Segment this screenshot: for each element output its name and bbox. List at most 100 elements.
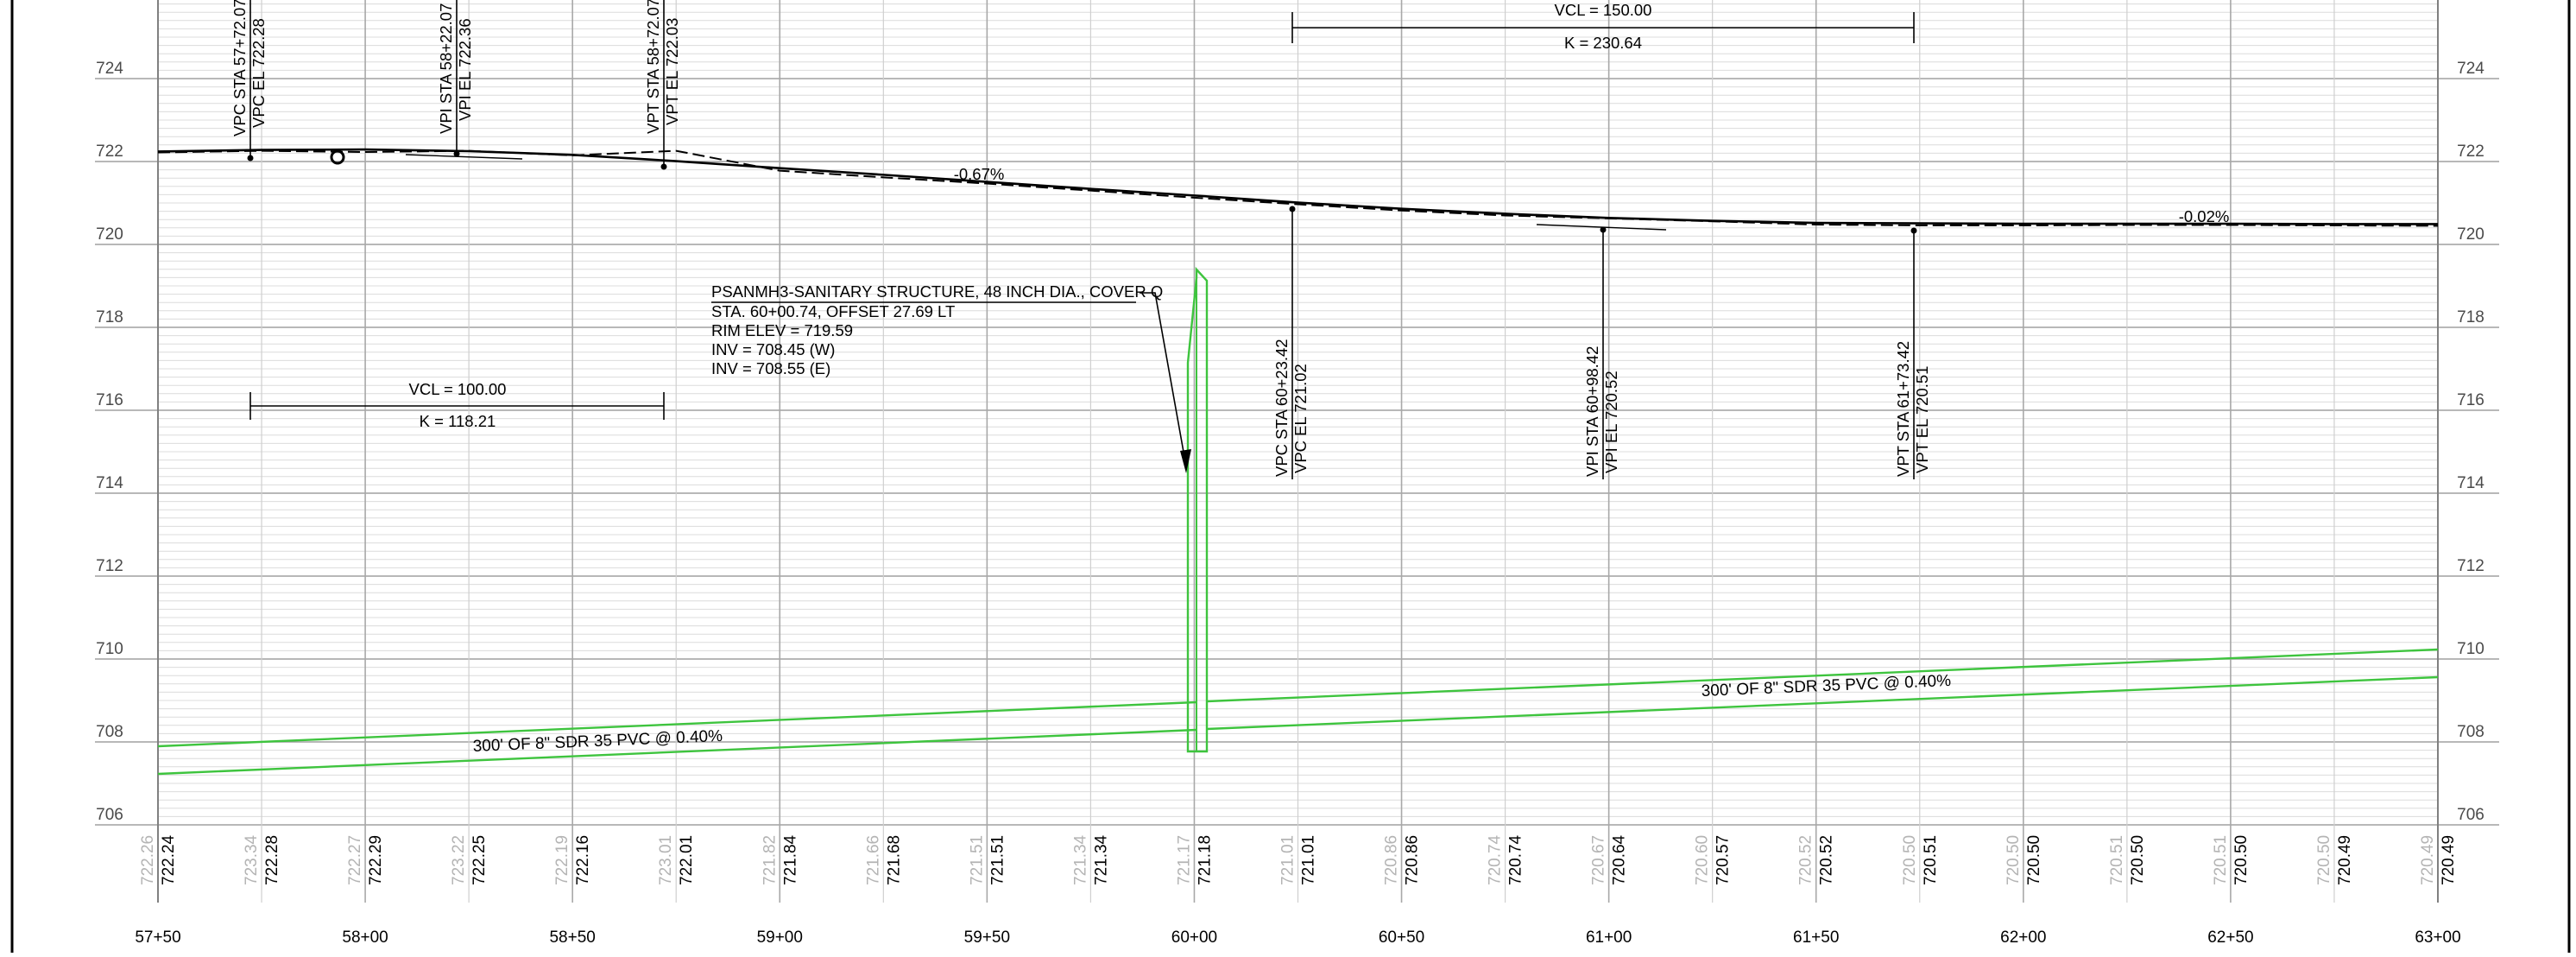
existing-elevation-label: 720.74	[1487, 834, 1505, 885]
vpt-2-point	[1910, 227, 1917, 234]
existing-elevation-label: 720.50	[2315, 835, 2333, 885]
station-tick: 61+00	[1586, 928, 1632, 947]
elevation-tick-right: 720	[2457, 225, 2484, 244]
pipe-east-top	[1206, 648, 2439, 703]
existing-elevation-label: 721.66	[864, 835, 882, 885]
tangent-extension-1	[405, 154, 523, 160]
existing-elevation-label: 723.34	[243, 834, 261, 885]
grid	[95, 0, 2499, 903]
existing-elevation-label: 721.51	[968, 835, 986, 885]
proposed-elevation-label: 720.50	[2232, 835, 2251, 885]
elevation-tick-right: 710	[2457, 640, 2484, 658]
existing-elevation-label: 720.86	[1383, 835, 1401, 885]
elevation-tick-left: 720	[96, 225, 123, 244]
existing-elevation-label: 720.51	[2108, 835, 2126, 885]
proposed-elevation-label: 721.01	[1300, 835, 1318, 885]
proposed-elevation-label: 720.86	[1404, 835, 1422, 885]
manhole-structure	[1186, 266, 1209, 753]
vpi-2-sta-label: VPI STA 60+98.42	[1583, 346, 1601, 477]
vpt-1-point	[660, 163, 667, 170]
elevation-tick-left: 718	[96, 308, 123, 326]
vpc-2-point	[1289, 206, 1296, 212]
elevation-tick-left: 716	[96, 391, 123, 409]
axes: 724 724 722 722 720 720 718 718 716 716 714 714 712 7…	[96, 60, 2484, 947]
vpc-2-sta-label: VPC STA 60+23.42	[1272, 339, 1291, 477]
grade-1-label: -0.67%	[954, 165, 1005, 183]
elevation-tick-right: 706	[2457, 806, 2484, 824]
proposed-elevation-label: 720.49	[2440, 835, 2458, 885]
structure-callout-line4: INV = 708.45 (W)	[711, 340, 835, 358]
existing-elevation-label: 723.01	[657, 835, 675, 885]
elevation-tick-right: 718	[2457, 308, 2484, 326]
existing-elevation-label: 721.01	[1279, 835, 1297, 885]
proposed-elevation-label: 720.64	[1611, 834, 1629, 885]
station-tick: 61+50	[1793, 928, 1839, 947]
existing-elevation-label: 721.82	[761, 835, 779, 885]
proposed-elevation-label: 721.68	[885, 835, 903, 885]
survey-point-symbol	[330, 149, 345, 165]
proposed-elevation-label: 722.01	[678, 835, 696, 885]
grade-2-label: -0.02%	[2179, 207, 2230, 225]
station-tick: 58+50	[549, 928, 595, 947]
vpi-1-point	[453, 150, 460, 157]
station-tick: 62+00	[2000, 928, 2046, 947]
proposed-elevation-label: 721.51	[988, 835, 1007, 885]
vpt-1-sta-label: VPT STA 58+72.07	[644, 0, 662, 134]
vpi-1-el-label: VPI EL 722.36	[456, 18, 474, 121]
vpc-1-sta-label: VPC STA 57+72.07	[230, 0, 249, 136]
elevation-tick-left: 712	[96, 557, 123, 575]
pipe-west-bottom	[157, 728, 1197, 776]
vpc-1-point	[247, 155, 254, 162]
station-tick: 58+00	[342, 928, 388, 947]
proposed-profile	[157, 148, 2438, 225]
pipe-west-top	[157, 700, 1197, 748]
existing-elevation-label: 722.26	[139, 835, 157, 885]
vpt-1-el-label: VPT EL 722.03	[663, 18, 681, 125]
station-tick: 63+00	[2415, 928, 2460, 947]
structure-leader-arrow	[1180, 449, 1191, 473]
vpt-2-el-label: VPT EL 720.51	[1913, 366, 1931, 473]
proposed-elevation-label: 720.74	[1507, 834, 1525, 885]
elevation-tick-left: 722	[96, 143, 123, 161]
sheet-border	[10, 0, 2571, 957]
existing-elevation-label: 721.17	[1175, 835, 1193, 885]
station-tick: 60+50	[1379, 928, 1424, 947]
k-2-label: K = 230.64	[1564, 34, 1642, 52]
existing-elevation-label: 720.60	[1694, 835, 1712, 885]
proposed-elevation-label: 722.16	[574, 835, 592, 885]
structure-callout-line1: PSANMH3-SANITARY STRUCTURE, 48 INCH DIA.…	[711, 282, 1163, 301]
station-tick: 60+00	[1171, 928, 1217, 947]
existing-elevation-label: 720.67	[1590, 835, 1608, 885]
structure-callout-line2: STA. 60+00.74, OFFSET 27.69 LT	[711, 302, 955, 320]
existing-elevation-label: 720.49	[2419, 835, 2437, 885]
structure-callout-line3: RIM ELEV = 719.59	[711, 321, 853, 339]
elevation-tick-left: 708	[96, 723, 123, 741]
elevation-table: 722.26 722.24 723.34 722.28 722.27 722.29 723.…	[139, 834, 2458, 885]
proposed-elevation-label: 720.50	[2025, 835, 2043, 885]
k-1-label: K = 118.21	[420, 412, 496, 430]
proposed-elevation-label: 722.29	[367, 835, 385, 885]
proposed-elevation-label: 721.84	[781, 834, 799, 885]
proposed-elevation-label: 721.18	[1196, 835, 1214, 885]
vpc-1-el-label: VPC EL 722.28	[249, 18, 268, 128]
proposed-elevation-label: 720.49	[2336, 835, 2354, 885]
elevation-tick-right: 716	[2457, 391, 2484, 409]
vpc-2-el-label: VPC EL 721.02	[1291, 364, 1310, 473]
pipe-east-bottom	[1206, 675, 2439, 731]
elevation-tick-right: 714	[2457, 474, 2484, 492]
vpi-2-point	[1600, 226, 1607, 233]
proposed-elevation-label: 722.24	[160, 834, 178, 885]
proposed-elevation-label: 720.52	[1818, 835, 1836, 885]
elevation-tick-right: 722	[2457, 143, 2484, 161]
proposed-elevation-label: 720.50	[2129, 835, 2147, 885]
existing-elevation-label: 720.50	[1901, 835, 1919, 885]
vcl-1-label: VCL = 100.00	[409, 380, 507, 398]
station-tick: 62+50	[2207, 928, 2253, 947]
elevation-tick-left: 714	[96, 474, 123, 492]
existing-elevation-label: 720.50	[2005, 835, 2023, 885]
existing-elevation-label: 720.51	[2212, 835, 2230, 885]
station-tick: 59+00	[757, 928, 803, 947]
existing-elevation-label: 720.52	[1797, 835, 1815, 885]
